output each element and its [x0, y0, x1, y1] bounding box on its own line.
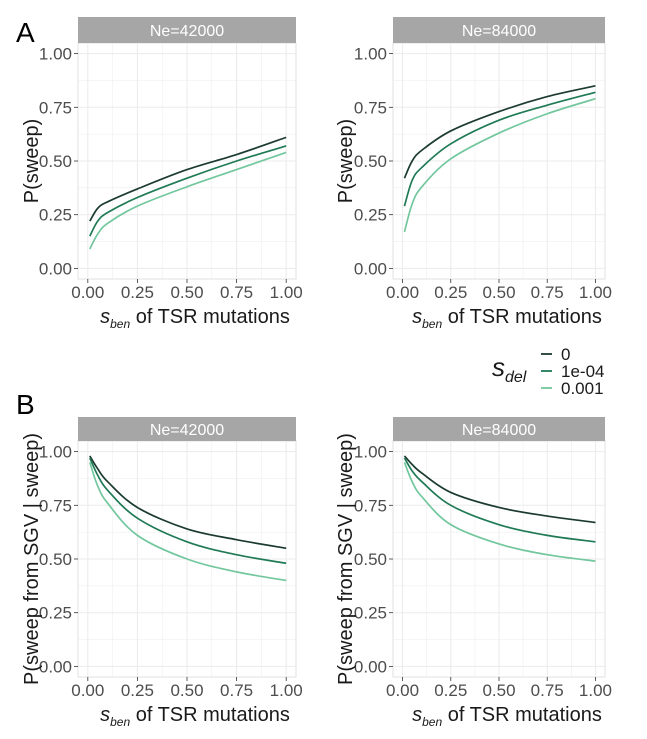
x-axis-label-text: of TSR mutations: [442, 306, 602, 328]
y-tick-label: 0.00: [354, 259, 387, 278]
series-line-sdel-0: [89, 455, 287, 550]
x-tick-label: 0.50: [170, 283, 203, 302]
x-axis-label-subscript: ben: [422, 715, 442, 729]
series-line-sdel-0.001: [89, 151, 287, 250]
x-axis-label-symbol: s: [100, 306, 110, 328]
series-line-sdel-0.001: [403, 97, 596, 233]
x-tick-label: 0.25: [434, 283, 467, 302]
y-axis-label: P(sweep from SGV | sweep): [335, 433, 357, 685]
x-axis-label: sben of TSR mutations: [100, 704, 290, 729]
x-tick-label: 1.00: [579, 681, 612, 700]
series-line-sdel-1e-04: [403, 91, 596, 207]
x-tick-label: 1.00: [579, 283, 612, 302]
series-line-sdel-0: [403, 85, 596, 179]
x-tick-label: 0.25: [121, 681, 154, 700]
facet-strip: [78, 17, 296, 43]
facet-strip: [393, 17, 605, 43]
series-line-sdel-1e-04: [89, 145, 287, 237]
x-tick-label: 0.25: [434, 681, 467, 700]
panel-letter-a: A: [16, 17, 35, 48]
y-tick-label: 0.50: [354, 550, 387, 569]
x-axis-label-text: of TSR mutations: [130, 704, 290, 726]
panel-3: Ne=42000 0.00 0.25 0.50 0.75 1.00 0.00 0.25 0.50…: [21, 417, 303, 729]
y-tick-label: 0.25: [354, 206, 387, 225]
x-axis-label-subscript: ben: [110, 317, 130, 331]
x-tick-label: 0.75: [220, 283, 253, 302]
legend-label: 0.001: [561, 379, 604, 398]
x-tick-label: 0.00: [386, 283, 419, 302]
x-axis-label-text: of TSR mutations: [130, 306, 290, 328]
y-tick-label: 0.00: [354, 657, 387, 676]
x-axis-label: sben of TSR mutations: [412, 306, 602, 331]
series-line-sdel-1e-04: [89, 457, 287, 565]
panel-letter-b: B: [16, 389, 35, 420]
series-line-sdel-1e-04: [403, 457, 596, 543]
y-tick-label: 0.50: [354, 152, 387, 171]
y-axis-label: P(sweep): [21, 119, 43, 203]
y-tick-label: 0.00: [39, 259, 72, 278]
x-axis-label-subscript: ben: [422, 317, 442, 331]
facet-strip: [78, 417, 296, 441]
y-tick-label: 1.00: [39, 443, 72, 462]
facet-strip-label: Ne=84000: [462, 422, 536, 439]
y-tick-label: 1.00: [354, 443, 387, 462]
x-axis-label-symbol: s: [412, 704, 422, 726]
x-tick-label: 0.75: [531, 283, 564, 302]
panel-4: Ne=84000 0.00 0.25 0.50 0.75 1.00 0.00 0.25 0.50…: [335, 417, 612, 729]
x-tick-label: 1.00: [270, 283, 303, 302]
x-tick-label: 1.00: [270, 681, 303, 700]
x-axis-label: sben of TSR mutations: [100, 306, 290, 331]
y-tick-label: 0.50: [39, 550, 72, 569]
facet-strip-label: Ne=42000: [150, 23, 224, 40]
y-tick-label: 0.50: [39, 152, 72, 171]
x-axis-label-symbol: s: [100, 704, 110, 726]
y-axis-label: P(sweep): [335, 119, 357, 203]
facet-strip: [393, 417, 605, 441]
x-axis-label-subscript: ben: [110, 715, 130, 729]
y-tick-label: 1.00: [39, 45, 72, 64]
y-tick-label: 0.00: [39, 657, 72, 676]
panel-1: Ne=42000 0.00 0.25 0.50 0.75 1.00 0.00 0.25 0.50…: [21, 17, 303, 331]
x-axis-label-symbol: s: [412, 306, 422, 328]
legend: sdel 01e-040.001: [492, 345, 604, 398]
x-tick-label: 0.25: [121, 283, 154, 302]
y-tick-label: 0.75: [354, 98, 387, 117]
x-tick-label: 0.50: [482, 681, 515, 700]
y-tick-label: 0.25: [354, 604, 387, 623]
y-tick-label: 0.25: [39, 604, 72, 623]
series-line-sdel-0: [89, 136, 287, 222]
y-tick-label: 0.75: [354, 496, 387, 515]
facet-strip-label: Ne=84000: [462, 23, 536, 40]
legend-label: 1e-04: [561, 362, 604, 381]
series-line-sdel-0.001: [88, 462, 287, 582]
x-tick-label: 0.50: [482, 283, 515, 302]
y-tick-label: 0.75: [39, 98, 72, 117]
x-tick-label: 0.00: [386, 681, 419, 700]
series-line-sdel-0.001: [403, 462, 596, 562]
y-axis-label: P(sweep from SGV | sweep): [21, 433, 43, 685]
x-tick-label: 0.75: [531, 681, 564, 700]
legend-label: 0: [561, 345, 570, 364]
x-tick-label: 0.00: [71, 681, 104, 700]
x-tick-label: 0.00: [71, 283, 104, 302]
x-tick-label: 0.75: [220, 681, 253, 700]
x-axis-label-text: of TSR mutations: [442, 704, 602, 726]
legend-title: sdel: [492, 352, 527, 386]
panel-2: Ne=84000 0.00 0.25 0.50 0.75 1.00 0.00 0.25 0.50…: [335, 17, 612, 331]
y-tick-label: 0.25: [39, 206, 72, 225]
x-tick-label: 0.50: [170, 681, 203, 700]
series-line-sdel-0: [403, 455, 596, 524]
y-tick-label: 1.00: [354, 45, 387, 64]
x-axis-label: sben of TSR mutations: [412, 704, 602, 729]
facet-strip-label: Ne=42000: [150, 422, 224, 439]
y-tick-label: 0.75: [39, 496, 72, 515]
